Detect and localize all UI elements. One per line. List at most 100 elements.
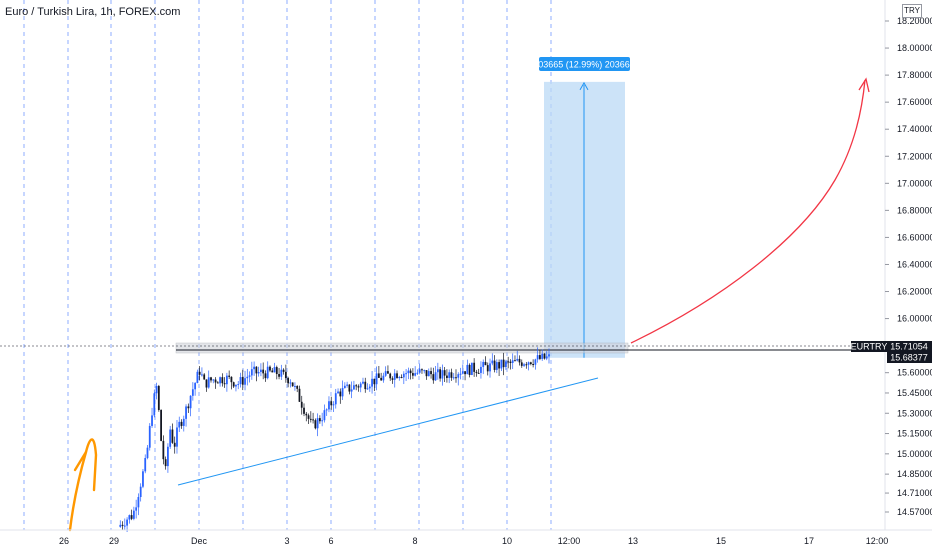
candle-body <box>545 356 548 359</box>
doodle-stroke <box>73 450 88 472</box>
candle-body <box>405 373 407 375</box>
candle-body <box>382 375 385 381</box>
candle-body <box>396 373 398 379</box>
y-tick-label: 17.60000 <box>897 97 932 107</box>
candle-body <box>362 381 364 384</box>
x-tick-label: 12:00 <box>558 536 581 546</box>
y-tick-label: 18.00000 <box>897 43 932 53</box>
candle-body <box>491 360 494 364</box>
candle-body <box>325 409 328 411</box>
candle-body <box>507 361 510 363</box>
candle-body <box>495 362 498 370</box>
candle-body <box>334 393 337 405</box>
candle-body <box>470 362 473 375</box>
candle-body <box>121 524 124 526</box>
candle-body <box>486 365 489 372</box>
candle-body <box>244 378 246 385</box>
candle-body <box>210 377 212 381</box>
price-axis[interactable]: 14.57000 14.71000 14.85000 15.00000 15.15000… <box>884 0 932 530</box>
time-axis[interactable]: 26 29 Dec 3 6 8 10 12:00 13 15 17 12:00 <box>0 529 932 546</box>
candle-body <box>212 379 215 381</box>
candle-body <box>146 447 149 459</box>
candle-body <box>446 375 448 378</box>
candle-body <box>307 415 310 419</box>
x-tick-label: 3 <box>284 536 289 546</box>
currency-badge[interactable]: TRY <box>902 4 922 18</box>
x-tick-label: 8 <box>412 536 417 546</box>
candle-body <box>391 378 394 380</box>
candle-body <box>300 401 303 408</box>
candle-body <box>289 382 292 384</box>
y-tick-label: 15.60000 <box>897 368 932 378</box>
candle-body <box>461 371 464 374</box>
target-arrowhead <box>579 81 589 91</box>
projection-curve[interactable] <box>630 79 866 344</box>
trendline[interactable] <box>177 377 599 486</box>
candle-body <box>368 386 371 389</box>
candle-body <box>473 362 476 372</box>
candle-body <box>182 418 185 426</box>
candles <box>119 347 550 532</box>
candle-body <box>250 369 253 376</box>
candle-body <box>427 371 430 377</box>
y-tick-label: 14.71000 <box>897 488 932 498</box>
candle-body <box>257 372 260 374</box>
candle-body <box>176 427 178 447</box>
x-tick-label: Dec <box>191 536 208 546</box>
candle-body <box>339 391 342 397</box>
candle-body <box>482 361 485 367</box>
candle-body <box>164 459 167 467</box>
y-tick-label: 16.60000 <box>897 232 932 242</box>
candle-body <box>328 401 330 410</box>
candle-body <box>171 429 174 443</box>
candle-body <box>148 425 151 448</box>
candle-body <box>480 366 482 373</box>
candle-body <box>284 371 287 379</box>
candle-body <box>230 376 233 383</box>
candle-body <box>180 421 183 426</box>
candle-body <box>353 385 355 390</box>
x-tick-label: 13 <box>628 536 638 546</box>
candle-body <box>543 353 546 359</box>
candle-body <box>400 377 403 379</box>
candle-body <box>248 375 251 377</box>
candle-body <box>323 410 326 421</box>
candle-body <box>525 364 528 366</box>
candle-body <box>498 362 500 369</box>
candle-body <box>282 369 285 372</box>
candle-body <box>294 385 296 387</box>
candle-body <box>237 384 240 386</box>
candle-body <box>441 370 444 379</box>
candle-body <box>414 373 417 376</box>
y-tick-label: 16.40000 <box>897 259 932 269</box>
candle-body <box>434 372 437 381</box>
candle-body <box>269 366 271 371</box>
chart-title: Euro / Turkish Lira, 1h, FOREX.com <box>5 6 181 18</box>
candle-body <box>167 446 169 467</box>
candle-body <box>262 369 265 374</box>
candle-body <box>260 369 262 373</box>
candle-body <box>228 375 231 377</box>
candle-body <box>516 358 519 361</box>
candle-body <box>505 361 507 368</box>
hand-drawn-arrow <box>68 438 98 532</box>
candle-body <box>534 359 537 365</box>
candle-body <box>452 377 455 379</box>
candle-body <box>348 384 351 392</box>
candle-body <box>185 406 187 419</box>
candle-body <box>457 374 460 378</box>
candle-body <box>157 386 160 410</box>
candle-body <box>421 369 423 371</box>
candle-body <box>266 366 269 379</box>
candle-body <box>271 370 274 373</box>
candle-body <box>393 373 396 380</box>
candle-body <box>527 362 530 365</box>
candle-body <box>239 377 242 385</box>
candle-body <box>273 367 276 373</box>
candle-body <box>309 418 312 420</box>
last-price-tag <box>887 341 932 352</box>
candle-body <box>126 519 128 526</box>
resistance-zone[interactable] <box>175 342 629 354</box>
candle-body <box>321 420 324 422</box>
